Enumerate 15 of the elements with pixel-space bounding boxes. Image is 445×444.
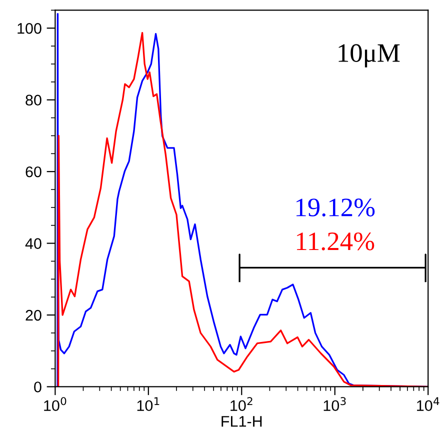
y-tick-label: 20 [26, 310, 42, 321]
x-tick-label: 10$^{0}$ [44, 397, 66, 412]
y-tick-label: 60 [26, 166, 42, 178]
annotation: 19.12% [296, 198, 375, 216]
y-tick-label: 80 [26, 94, 42, 106]
y-tick-label: 40 [25, 238, 42, 249]
x-tick-label: 10$^{4}$ [417, 397, 440, 412]
annotation: 10μM [338, 44, 400, 68]
y-tick-label: 0 [34, 382, 42, 392]
x-axis-title: FL1-H [222, 416, 262, 427]
x-tick-label: 10$^{3}$ [324, 397, 346, 412]
y-tick-label: 100 [18, 23, 42, 34]
x-tick-label: 10$^{2}$ [230, 397, 252, 412]
x-tick-label: 10$^{1}$ [137, 397, 160, 412]
annotation: 11.24% [297, 232, 374, 250]
